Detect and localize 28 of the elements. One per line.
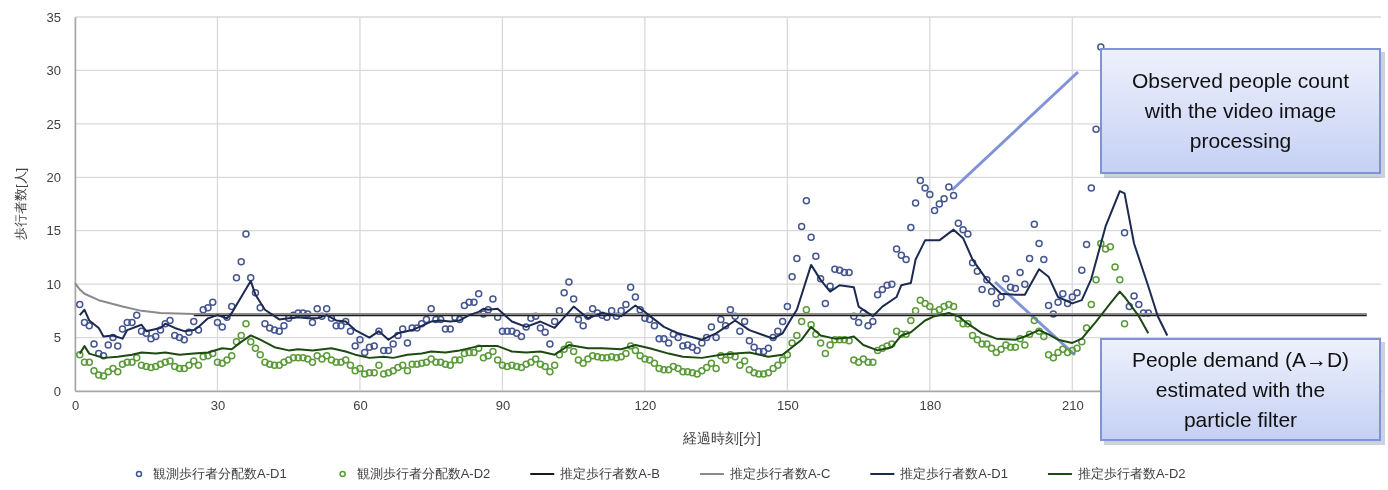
x-tick-label: 60 <box>353 398 368 414</box>
annotation: People demand (A→D) estimated with the particle filter <box>1130 346 1351 433</box>
y-tick-label: 10 <box>46 276 61 292</box>
x-tick-label: 90 <box>495 398 511 414</box>
x-axis-title: 経過時刻[分] <box>682 430 761 446</box>
legend-label: 観測歩行者分配数A-D1 <box>153 466 287 481</box>
x-tick-label: 180 <box>919 398 942 414</box>
x-tick-label: 30 <box>210 398 226 414</box>
y-tick-label: 5 <box>53 330 61 346</box>
legend-label: 推定歩行者数A-D2 <box>1077 466 1186 481</box>
y-tick-label: 30 <box>46 63 61 79</box>
y-tick-label: 35 <box>46 9 61 25</box>
y-tick-label: 15 <box>46 223 61 239</box>
legend-label: 推定歩行者数A-D1 <box>900 466 1008 481</box>
callout-box: People demand (A→D) estimated with the particle filter <box>1100 338 1381 441</box>
y-axis-title: 歩行者数[人] <box>13 167 28 241</box>
y-tick-label: 25 <box>46 116 61 132</box>
callout-box: Observed people count with the video image processing <box>1100 48 1381 174</box>
x-tick-label: 120 <box>634 398 657 414</box>
y-tick-label: 20 <box>46 169 61 185</box>
annotation: Observed people count with the video image processing <box>1130 68 1351 154</box>
legend-label: 推定歩行者数A-B <box>560 466 660 481</box>
legend-label: 推定歩行者数A-C <box>729 466 831 481</box>
x-tick-label: 210 <box>1061 398 1084 414</box>
legend-label: 観測歩行者分配数A-D2 <box>356 466 491 481</box>
x-tick-label: 0 <box>71 398 80 414</box>
y-tick-label: 0 <box>53 383 61 399</box>
x-tick-label: 150 <box>777 398 799 414</box>
